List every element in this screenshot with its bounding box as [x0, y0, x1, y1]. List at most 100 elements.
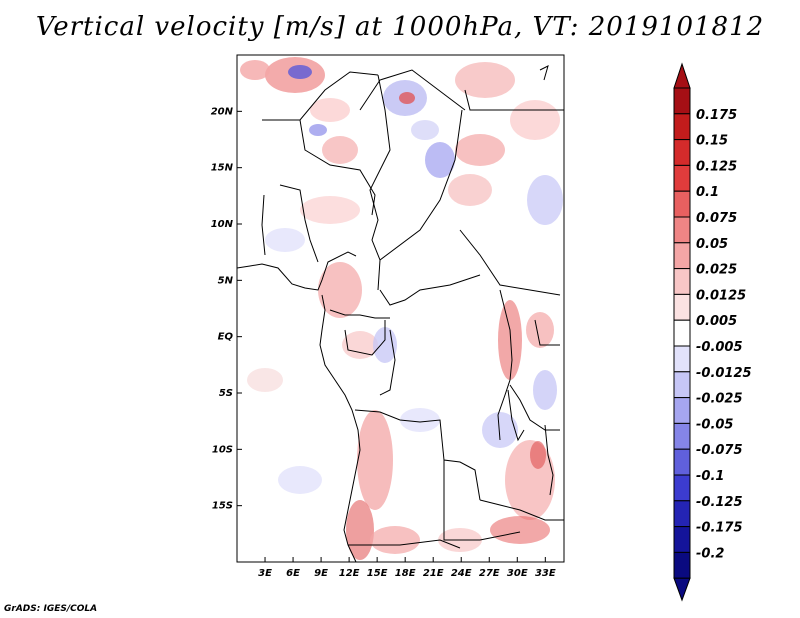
border-mali-niger-algeria [262, 71, 379, 121]
colorbar-label: -0.025 [696, 392, 743, 407]
border-niger-nigeria [299, 119, 376, 216]
lon-tick-label: 27E [479, 568, 500, 579]
velocity-cell [300, 196, 360, 224]
colorbar-swatch [673, 371, 691, 399]
colorbar-label: 0.125 [696, 159, 737, 174]
chart-title: Vertical velocity [m/s] at 1000hPa, VT: … [35, 12, 765, 42]
velocity-cell [309, 124, 327, 136]
colorbar-swatch [673, 113, 691, 141]
coastline-gulf-of-guinea [236, 251, 357, 291]
colorbar-swatch [673, 216, 691, 244]
colorbar-label: 0.025 [696, 263, 737, 278]
lat-tick-label: 5N [218, 275, 234, 286]
velocity-cell [455, 134, 505, 166]
velocity-cell [370, 526, 420, 554]
velocity-cell [527, 175, 563, 225]
velocity-cell [425, 142, 455, 178]
colorbar-label: 0.175 [696, 108, 737, 123]
colorbar-swatch [673, 448, 691, 476]
colorbar-swatch [673, 500, 691, 528]
colorbar: 0.175 0.15 0.125 0.1 0.075 0.05 0.025 0.0125 0.0… [673, 62, 752, 602]
longitude-axis: 3E 6E 9E 12E 15E 18E 21E 24E 27E 30E 33E [258, 557, 556, 579]
vertical-velocity-field [240, 57, 563, 560]
velocity-cell [265, 228, 305, 252]
colorbar-top-arrow [673, 62, 691, 89]
colorbar-swatch [673, 293, 691, 321]
lat-tick-label: EQ [218, 332, 234, 343]
colorbar-swatch [673, 345, 691, 373]
lat-tick-label: 15N [211, 163, 234, 174]
colorbar-swatch [673, 242, 691, 270]
border-angola-zambia [443, 460, 521, 541]
lon-tick-label: 21E [423, 568, 444, 579]
velocity-cell [455, 62, 515, 98]
lake-malawi [544, 424, 554, 496]
border-car-south-sudan [459, 229, 561, 296]
lon-tick-label: 9E [314, 568, 328, 579]
lat-tick-label: 20N [211, 106, 234, 117]
velocity-cell [411, 120, 439, 140]
lon-tick-label: 33E [535, 568, 556, 579]
velocity-cell [357, 410, 393, 510]
lon-tick-label: 15E [367, 568, 388, 579]
latitude-axis: 20N 15N 10N 5N EQ 5S 10S 15S [211, 106, 242, 512]
colorbar-label: -0.005 [696, 340, 743, 355]
velocity-cell [448, 174, 492, 206]
map-area: 20N 15N 10N 5N EQ 5S 10S 15S 3E 6E 9E 12E 15E 18E 21E… [211, 54, 565, 579]
border-car-drc [379, 274, 481, 306]
border-angola-drc [354, 409, 481, 501]
velocity-cell [322, 136, 358, 164]
border-gabon-congo [344, 320, 386, 356]
border-guinea [261, 194, 266, 256]
colorbar-bottom-arrow [673, 577, 691, 602]
border-cameroon-gabon [329, 309, 390, 319]
velocity-cell [318, 262, 362, 318]
colorbar-swatch [673, 268, 691, 295]
border-uganda [534, 319, 560, 346]
velocity-cell [498, 300, 522, 380]
colorbar-label: 0.05 [696, 237, 728, 252]
border-chad-west [369, 74, 391, 291]
velocity-cell [240, 60, 270, 80]
colorbar-swatch [673, 190, 691, 218]
colorbar-label: -0.1 [696, 469, 724, 484]
colorbar-swatch [673, 551, 691, 579]
border-drc-east [497, 289, 513, 441]
lon-tick-label: 24E [451, 568, 472, 579]
lake-tanganyika [507, 389, 525, 442]
velocity-cell [526, 312, 554, 348]
lat-tick-label: 15S [212, 501, 233, 512]
lon-tick-label: 18E [395, 568, 416, 579]
lat-tick-label: 10S [212, 444, 233, 455]
velocity-cell [399, 92, 415, 104]
colorbar-swatch [673, 164, 691, 192]
colorbar-label: 0.1 [696, 185, 719, 200]
border-sudan-egypt [464, 89, 564, 111]
map-frame [236, 54, 565, 563]
colorbar-label: -0.05 [696, 417, 733, 432]
velocity-cell [346, 500, 374, 560]
country-borders [236, 65, 564, 563]
lon-tick-label: 12E [339, 568, 360, 579]
coastline-nile-delta [539, 65, 549, 81]
lon-tick-label: 3E [258, 568, 272, 579]
border-zambia-zimbabwe [479, 499, 564, 521]
velocity-cell [288, 65, 312, 79]
lon-tick-label: 30E [507, 568, 528, 579]
colorbar-label: -0.175 [696, 521, 743, 536]
colorbar-label: -0.2 [696, 546, 724, 561]
velocity-cell [482, 412, 518, 448]
colorbar-swatch [673, 422, 691, 450]
coastline-west-central-africa [319, 294, 361, 563]
footer-credit: GrADS: IGES/COLA [4, 604, 98, 614]
border-niger-libya [359, 69, 466, 111]
velocity-cell [510, 100, 560, 140]
colorbar-label: 0.15 [696, 134, 728, 149]
colorbar-label: -0.0125 [696, 366, 752, 381]
border-congo-drc [379, 329, 396, 396]
velocity-cell [490, 516, 550, 544]
velocity-cell [400, 408, 440, 432]
border-angola-namibia [348, 539, 461, 549]
colorbar-label: 0.075 [696, 211, 737, 226]
